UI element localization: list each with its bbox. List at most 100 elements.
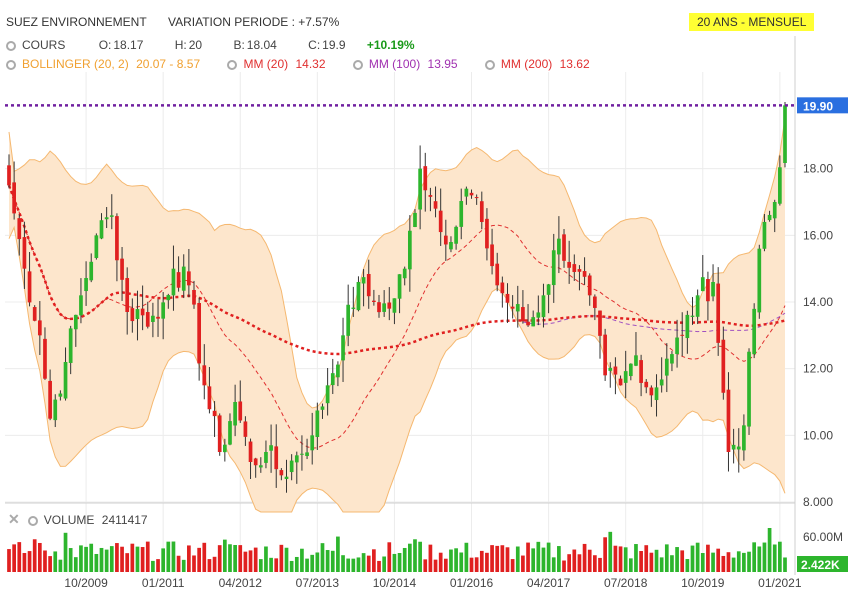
volume-last-badge-text: 2.422K — [801, 558, 840, 572]
low-label: B: — [233, 38, 245, 52]
candle-body — [778, 167, 782, 204]
volume-bar — [659, 557, 664, 572]
candle-body — [228, 421, 232, 445]
volume-bar — [634, 544, 638, 572]
volume-bar — [135, 546, 140, 572]
volume-bar — [300, 548, 304, 572]
candle-body — [17, 218, 22, 240]
price-legend-row: COURS O: 18.17 H: 20 B: 18.04 C: 19.9 +10.19… — [6, 38, 415, 56]
candle-body — [757, 248, 762, 313]
candle-body — [407, 230, 412, 270]
volume-bar — [37, 542, 42, 572]
candle-body — [536, 312, 541, 318]
volume-bar — [115, 543, 119, 572]
date-tick-label: 01/2016 — [450, 576, 494, 589]
volume-header: ✕ VOLUME 2411417 — [8, 511, 148, 528]
candle-body — [402, 268, 407, 279]
candle-body — [181, 266, 186, 291]
volume-bar — [284, 547, 289, 572]
candle-body — [63, 362, 68, 399]
bollinger-settings-gear-icon[interactable] — [6, 60, 16, 70]
candle-body — [253, 458, 258, 466]
volume-bar — [79, 545, 83, 572]
period-selector[interactable]: 20 ANS - MENSUEL — [689, 13, 815, 31]
mm20-label: MM (20) — [243, 57, 289, 71]
volume-bar — [474, 557, 479, 572]
candle-body — [731, 444, 736, 450]
volume-bar — [212, 556, 217, 572]
volume-bar — [264, 546, 268, 572]
volume-bar — [73, 557, 78, 572]
mm200-line — [7, 184, 786, 356]
mm200-label: MM (200) — [500, 57, 553, 71]
candle-body — [202, 365, 207, 386]
price-axis: 8.000 10.00 12.00 14.00 16.00 18.00 — [803, 162, 833, 509]
cours-settings-gear-icon[interactable] — [6, 41, 16, 51]
volume-bar — [587, 549, 592, 572]
date-tick-label: 07/2018 — [604, 576, 648, 589]
candle-body — [459, 201, 464, 227]
price-tick-label: 16.00 — [803, 228, 833, 242]
mm20-settings-gear-icon[interactable] — [227, 60, 238, 70]
volume-bar — [58, 559, 63, 572]
volume-bar — [176, 555, 181, 572]
volume-bar — [479, 550, 484, 572]
candle-body — [372, 300, 376, 302]
candle-body — [500, 282, 505, 294]
candle-body — [356, 282, 361, 311]
candle-body — [577, 269, 582, 272]
volume-bar — [670, 555, 674, 572]
candle-body — [433, 201, 438, 209]
volume-bar — [63, 532, 68, 572]
volume-bar — [84, 546, 88, 572]
date-tick-label: 01/2011 — [142, 576, 185, 589]
volume-bar — [125, 553, 130, 572]
candle-body — [613, 366, 618, 375]
mm100-line — [522, 312, 786, 333]
candle-body — [428, 195, 433, 197]
volume-last-badge — [797, 556, 848, 572]
candle-body — [659, 379, 664, 386]
candle-body — [145, 312, 150, 327]
volume-bar — [392, 553, 397, 572]
volume-bar — [269, 557, 273, 572]
volume-bar — [181, 559, 186, 572]
mm200-settings-gear-icon[interactable] — [484, 60, 495, 70]
candle-body — [187, 271, 191, 286]
volume-settings-gear-icon[interactable] — [27, 516, 38, 526]
candle-body — [94, 235, 99, 258]
candle-body — [397, 274, 402, 299]
candle-body — [258, 465, 263, 468]
candle-body — [135, 309, 140, 320]
volume-bar — [603, 537, 607, 572]
mm100-value: 13.95 — [427, 57, 458, 71]
volume-bar — [325, 550, 330, 572]
candle-body — [654, 387, 659, 401]
candle-body — [351, 307, 356, 309]
candle-body — [521, 307, 525, 322]
volume-axis-label: 60.00M — [803, 530, 843, 544]
volume-label: VOLUME — [43, 513, 95, 527]
volume-bar — [706, 544, 710, 572]
volume-bar — [654, 549, 659, 572]
volume-bar — [757, 546, 762, 572]
close-volume-icon[interactable]: ✕ — [8, 511, 20, 527]
mm100-settings-gear-icon[interactable] — [352, 60, 363, 70]
date-tick-label: 04/2012 — [219, 576, 263, 589]
bollinger-fill — [9, 117, 785, 512]
open-value: 18.17 — [113, 38, 144, 52]
volume-bar — [736, 551, 741, 572]
volume-bar — [320, 543, 325, 572]
volume-bar — [577, 554, 582, 572]
volume-bar — [258, 559, 263, 572]
candle-body — [772, 202, 777, 219]
candle-body — [716, 283, 721, 343]
candle-body — [634, 355, 638, 366]
volume-bar — [17, 542, 22, 572]
candle-body — [176, 272, 181, 288]
candle-body — [279, 470, 284, 476]
candle-body — [53, 399, 58, 421]
candle-body — [248, 441, 253, 462]
candle-body — [495, 263, 500, 286]
